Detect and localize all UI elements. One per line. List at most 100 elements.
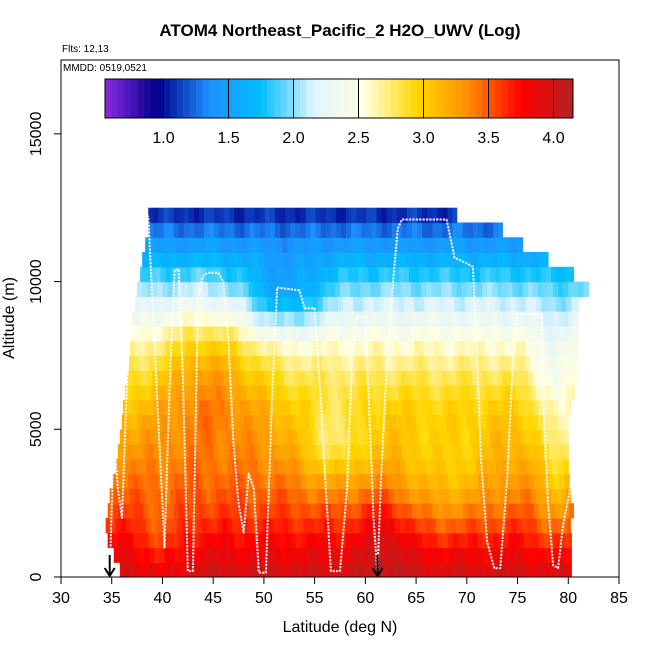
heatmap-cell (388, 266, 395, 283)
heatmap-cell (414, 237, 420, 253)
heatmap-cell (415, 458, 421, 475)
heatmap-cell (241, 340, 248, 357)
heatmap-cell (451, 325, 458, 342)
heatmap-cell (398, 296, 405, 312)
heatmap-cell (193, 207, 200, 224)
heatmap-cell (206, 266, 212, 283)
heatmap-cell (204, 399, 210, 416)
heatmap-cell (340, 370, 346, 386)
heatmap-cell (449, 562, 456, 577)
heatmap-cell (297, 562, 304, 577)
colorbar-swatch (391, 79, 398, 118)
heatmap-cell (442, 444, 449, 460)
heatmap-cell (366, 444, 373, 460)
heatmap-cell (312, 562, 319, 577)
heatmap-cell (448, 355, 455, 371)
heatmap-cell (142, 311, 148, 327)
heatmap-cell (188, 532, 195, 549)
heatmap-cell (213, 252, 219, 268)
heatmap-cell (224, 503, 231, 519)
heatmap-cell (466, 252, 473, 268)
heatmap-cell (517, 414, 524, 430)
heatmap-cell (327, 266, 334, 283)
heatmap-cell (226, 488, 233, 504)
heatmap-cell (551, 429, 557, 445)
heatmap-cell (189, 355, 196, 371)
heatmap-cell (162, 281, 169, 297)
heatmap-cell (203, 281, 209, 297)
heatmap-cell (498, 444, 504, 460)
heatmap-cell (226, 562, 233, 577)
heatmap-cell (532, 370, 539, 386)
heatmap-cell (208, 370, 214, 386)
heatmap-cell (201, 296, 207, 312)
heatmap-cell (351, 532, 357, 549)
heatmap-cell (209, 503, 215, 519)
heatmap-cell (318, 458, 325, 475)
heatmap-cell (284, 325, 290, 342)
heatmap-cell (244, 532, 251, 549)
heatmap-cell (386, 473, 393, 489)
heatmap-cell (566, 562, 572, 577)
heatmap-cell (569, 503, 574, 519)
heatmap-cell (360, 252, 366, 268)
heatmap-cell (525, 488, 532, 504)
heatmap-cell (455, 517, 462, 534)
heatmap-cell (152, 325, 158, 342)
heatmap-cell (249, 473, 256, 489)
heatmap-cell (495, 237, 501, 253)
heatmap-cell (427, 399, 433, 416)
heatmap-cell (412, 207, 418, 224)
heatmap-cell (394, 517, 401, 534)
heatmap-cell (330, 222, 337, 238)
heatmap-cell (533, 503, 540, 519)
heatmap-cell (456, 311, 463, 327)
heatmap-cell (434, 429, 441, 445)
heatmap-cell (261, 384, 268, 401)
heatmap-cell (542, 414, 549, 430)
heatmap-cell (386, 222, 393, 238)
heatmap-cell (143, 444, 149, 460)
heatmap-cell (185, 429, 192, 445)
heatmap-cell (496, 458, 502, 475)
heatmap-cell (540, 562, 547, 577)
heatmap-cell (262, 458, 269, 475)
heatmap-cell (473, 355, 480, 371)
heatmap-cell (246, 237, 253, 253)
heatmap-cell (395, 252, 402, 268)
heatmap-cell (362, 355, 368, 371)
heatmap-cell (333, 517, 340, 534)
heatmap-cell (182, 370, 189, 386)
heatmap-cell (334, 311, 341, 327)
heatmap-cell (573, 370, 580, 386)
heatmap-cell (145, 429, 151, 445)
heatmap-cell (287, 429, 293, 445)
heatmap-cell (287, 562, 293, 577)
heatmap-cell (238, 370, 245, 386)
heatmap-cell (349, 458, 355, 475)
heatmap-cell (219, 473, 225, 489)
colorbar-swatch (501, 79, 509, 118)
heatmap-cell (135, 562, 141, 577)
heatmap-cell (403, 562, 410, 577)
heatmap-cell (539, 547, 546, 563)
heatmap-cell (261, 488, 268, 504)
heatmap-cell (370, 325, 377, 342)
heatmap-cell (280, 532, 286, 549)
heatmap-cell (542, 370, 549, 386)
heatmap-cell (563, 311, 569, 327)
heatmap-cell (265, 547, 272, 563)
heatmap-cell (186, 458, 193, 475)
heatmap-cell (231, 488, 238, 504)
heatmap-cell (434, 296, 441, 312)
colorbar-swatch (384, 79, 392, 118)
heatmap-cell (483, 222, 489, 238)
heatmap-cell (241, 429, 248, 445)
heatmap-cell (275, 503, 281, 519)
heatmap-cell (322, 562, 329, 577)
heatmap-cell (140, 562, 146, 577)
heatmap-cell (303, 517, 310, 534)
heatmap-cell (388, 562, 395, 577)
heatmap-cell (248, 311, 255, 327)
colorbar-swatch (170, 79, 177, 118)
